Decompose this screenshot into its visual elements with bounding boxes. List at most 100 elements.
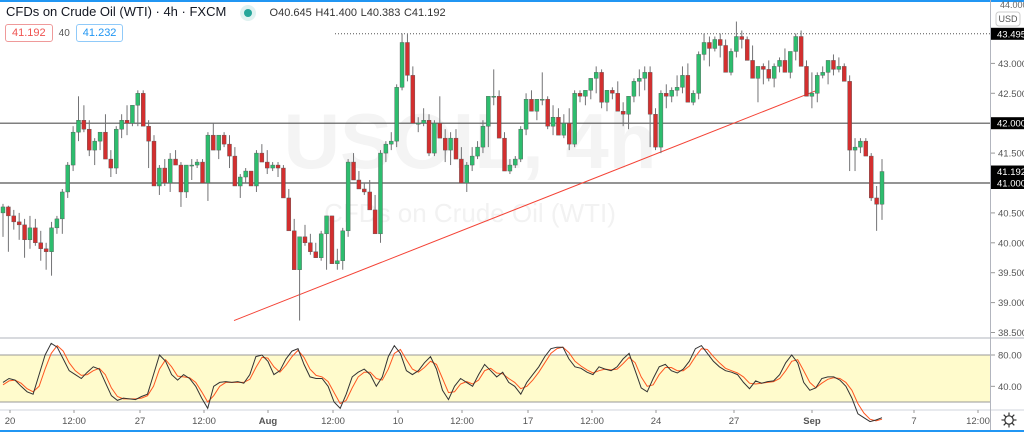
candle bbox=[189, 159, 194, 181]
time-tick-label: Sep bbox=[803, 416, 821, 427]
candle bbox=[847, 75, 852, 172]
candle bbox=[81, 105, 87, 133]
candle bbox=[248, 170, 254, 187]
candle bbox=[345, 159, 351, 237]
candle bbox=[653, 108, 658, 151]
sell-price-button[interactable]: 41.192 bbox=[5, 24, 53, 42]
candle bbox=[92, 138, 97, 166]
candle bbox=[691, 90, 696, 106]
watermark-description: CFDs on Crude Oil (WTI) bbox=[324, 198, 616, 228]
candle bbox=[879, 159, 885, 220]
market-status-dot-icon bbox=[243, 8, 252, 17]
candle bbox=[205, 132, 211, 201]
candle bbox=[275, 162, 281, 178]
stochastic-indicator[interactable] bbox=[0, 342, 990, 423]
price-tick-label: 42.500 bbox=[998, 89, 1024, 100]
candle bbox=[227, 135, 232, 169]
price-tick-partial: 44.000 bbox=[1000, 0, 1024, 10]
candle bbox=[869, 153, 874, 201]
candle bbox=[502, 132, 507, 172]
candle bbox=[6, 205, 11, 252]
indicator-axis[interactable]: 80.00 40.00 bbox=[991, 351, 1022, 393]
candle bbox=[631, 78, 637, 103]
candle bbox=[378, 150, 383, 243]
candle bbox=[577, 90, 583, 103]
time-tick-label: 12:00 bbox=[580, 416, 604, 427]
candle bbox=[680, 66, 685, 94]
candle bbox=[216, 134, 221, 160]
stoch-k-line bbox=[2, 342, 883, 423]
candle bbox=[777, 57, 782, 73]
candle bbox=[464, 162, 469, 192]
candle bbox=[286, 188, 292, 232]
candle bbox=[534, 99, 540, 121]
candle bbox=[351, 153, 356, 181]
candle bbox=[561, 114, 567, 139]
candle bbox=[33, 218, 38, 246]
indicator-tick-label: 40.00 bbox=[998, 382, 1022, 393]
candle bbox=[766, 60, 771, 82]
candle bbox=[162, 159, 167, 186]
time-tick-label: 24 bbox=[651, 416, 662, 427]
chart-settings-button[interactable] bbox=[1000, 411, 1018, 429]
ohlc-high: H41.400 bbox=[315, 7, 357, 19]
price-label-text: 41.192 bbox=[997, 167, 1024, 178]
candle bbox=[76, 96, 81, 142]
candle bbox=[70, 126, 76, 172]
candle bbox=[410, 66, 416, 124]
candle bbox=[135, 90, 141, 127]
candle bbox=[405, 33, 410, 82]
time-tick-label: Aug bbox=[259, 416, 278, 427]
time-tick-label: 27 bbox=[135, 416, 146, 427]
candle bbox=[16, 212, 22, 240]
ohlc-close: C41.192 bbox=[403, 7, 446, 19]
price-tick-label: 43.000 bbox=[998, 59, 1024, 70]
candle bbox=[124, 105, 130, 136]
candle bbox=[394, 84, 399, 148]
candle bbox=[103, 114, 108, 160]
currency-badge[interactable] bbox=[995, 11, 1021, 27]
price-tick-label: 41.500 bbox=[998, 149, 1024, 160]
trendline[interactable] bbox=[233, 89, 818, 322]
candle bbox=[426, 114, 432, 157]
candle bbox=[157, 165, 162, 195]
time-tick-label: 10 bbox=[393, 416, 404, 427]
price-label-hline bbox=[991, 177, 1024, 189]
candle bbox=[831, 54, 836, 76]
watermark-symbol: USOIL, 4h bbox=[284, 97, 657, 185]
candle bbox=[744, 36, 750, 61]
time-tick-label: 17 bbox=[523, 416, 534, 427]
candle bbox=[852, 138, 858, 172]
candle bbox=[442, 129, 448, 163]
candle bbox=[27, 215, 33, 249]
trendline-segment[interactable] bbox=[233, 89, 818, 322]
time-axis[interactable]: 20 12:00 27 12:00 Aug 12:00 10 12:00 17 12:00 24 27… bbox=[5, 410, 990, 427]
candle bbox=[335, 248, 340, 270]
candle bbox=[329, 215, 335, 264]
candle bbox=[728, 48, 734, 76]
candle bbox=[815, 72, 820, 103]
price-label-hline bbox=[991, 117, 1024, 130]
candle bbox=[734, 21, 739, 58]
price-axis[interactable]: 44.000 USD 43.000 42.500 41.500 40.500 40.000 3… bbox=[991, 0, 1024, 339]
chart-legend: CFDs on Crude Oil (WTI) · 4h · FXCM O40.… bbox=[6, 4, 446, 19]
time-tick-label: 20 bbox=[5, 416, 16, 427]
buy-price-button[interactable]: 41.232 bbox=[75, 24, 124, 42]
candle bbox=[874, 185, 879, 231]
candle bbox=[270, 162, 275, 172]
indicator-tick-label: 80.00 bbox=[998, 351, 1022, 362]
candle bbox=[793, 33, 798, 61]
candle bbox=[804, 60, 809, 97]
candle bbox=[701, 33, 707, 61]
candle bbox=[798, 30, 804, 67]
candle bbox=[38, 230, 43, 261]
spread-value: 40 bbox=[58, 27, 70, 39]
candle bbox=[421, 108, 426, 127]
candle bbox=[232, 147, 238, 187]
price-tick-label: 40.000 bbox=[998, 238, 1024, 249]
candle bbox=[43, 242, 49, 270]
time-tick-label: 27 bbox=[729, 416, 740, 427]
symbol-title[interactable]: CFDs on Crude Oil (WTI) · 4h · FXCM bbox=[6, 4, 227, 19]
candle bbox=[540, 72, 545, 106]
